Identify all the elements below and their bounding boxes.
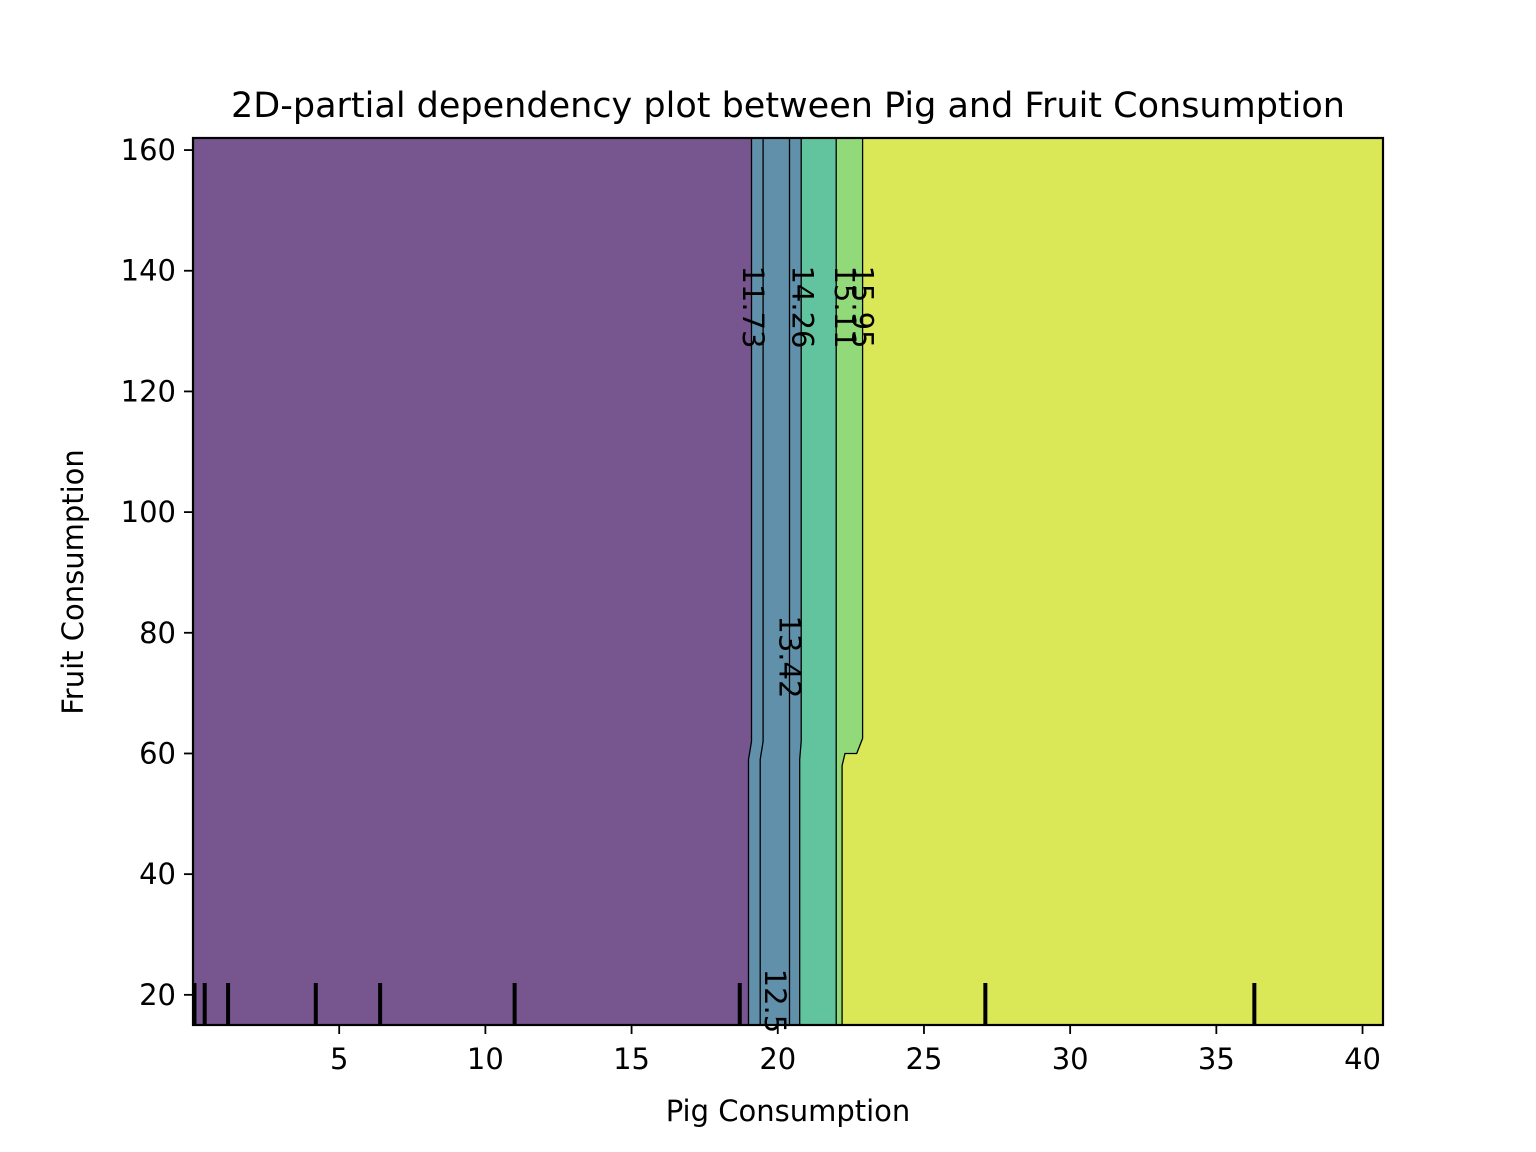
contour-label-11.73: 11.73 (736, 265, 770, 348)
y-tick-label: 120 (121, 374, 176, 408)
x-tick-label: 30 (1052, 1042, 1089, 1076)
contour-line-15.95 (841, 138, 864, 1025)
y-tick-label: 20 (139, 978, 176, 1012)
plot-frame (191, 136, 1385, 1027)
contour-label-15.11: 15.11 (828, 265, 862, 348)
y-tick-label: 80 (139, 616, 176, 650)
contour-line-12.5 (759, 138, 764, 1025)
y-tick-label: 40 (139, 857, 176, 891)
contour-label-12.5: 12.5 (758, 969, 792, 1034)
x-tick-label: 10 (467, 1042, 504, 1076)
y-tick-label: 140 (121, 254, 176, 288)
x-tick-label: 20 (759, 1042, 796, 1076)
x-tick-label: 15 (613, 1042, 650, 1076)
contour-region-1 (748, 138, 802, 1025)
contour-region-4 (842, 138, 1383, 1025)
y-tick-label: 100 (121, 495, 176, 529)
contour-label-13.42: 13.42 (773, 615, 807, 698)
x-tick-label: 25 (906, 1042, 943, 1076)
contour-region-0 (193, 138, 752, 1025)
x-axis-label: Pig Consumption (666, 1094, 911, 1128)
x-tick-label: 35 (1198, 1042, 1235, 1076)
contour-line-11.73 (747, 138, 753, 1025)
contour-region-3 (836, 138, 863, 1025)
contour-label-14.26: 14.26 (786, 265, 820, 348)
x-tick-label: 5 (330, 1042, 348, 1076)
contour-line-14.26 (799, 138, 802, 1025)
contour-region-2 (799, 138, 837, 1025)
y-axis-label: Fruit Consumption (56, 449, 90, 715)
y-tick-label: 160 (121, 133, 176, 167)
chart-title: 2D-partial dependency plot between Pig a… (231, 86, 1345, 126)
contour-label-15.95: 15.95 (846, 265, 880, 348)
x-tick-label: 40 (1344, 1042, 1381, 1076)
y-tick-label: 60 (139, 736, 176, 770)
